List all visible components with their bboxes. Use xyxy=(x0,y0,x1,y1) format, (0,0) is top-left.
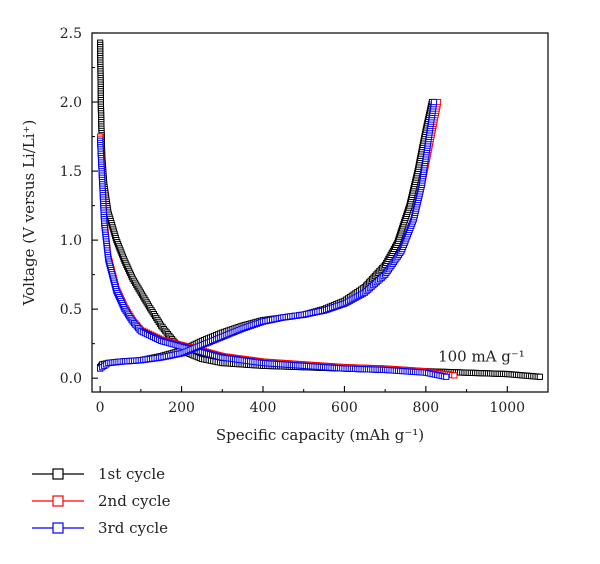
series-line-charge xyxy=(99,101,435,370)
x-tick-label: 0 xyxy=(96,400,105,416)
x-axis: 0 200 400 600 800 1000 xyxy=(96,386,525,416)
legend-item-3rd-cycle: 3rd cycle xyxy=(28,516,171,540)
series-line-charge xyxy=(99,101,433,368)
x-tick-label: 800 xyxy=(412,400,439,416)
x-tick-label: 400 xyxy=(250,400,277,416)
legend-label-2nd-cycle: 2nd cycle xyxy=(98,492,171,510)
y-tick-label: 2.5 xyxy=(60,26,82,42)
y-tick-label: 2.0 xyxy=(60,95,82,111)
legend-swatch-black xyxy=(32,468,84,480)
data-point xyxy=(443,373,450,380)
legend-item-1st-cycle: 1st cycle xyxy=(28,462,171,486)
x-tick-label: 600 xyxy=(331,400,358,416)
y-tick-label: 0.0 xyxy=(60,371,82,387)
y-axis-label: Voltage (V versus Li/Li⁺) xyxy=(20,120,38,307)
legend-swatch-red xyxy=(32,495,84,507)
legend-label-1st-cycle: 1st cycle xyxy=(98,465,165,483)
y-tick-label: 1.0 xyxy=(60,233,82,249)
capacity-voltage-chart: 0 200 400 600 800 1000 0.0 0.5 1.0 1.5 2.0 2.5 Spe… xyxy=(20,26,549,444)
legend: 1st cycle 2nd cycle 3rd cycle xyxy=(28,462,171,543)
series-group xyxy=(97,39,543,380)
legend-swatch-blue xyxy=(32,522,84,534)
legend-item-2nd-cycle: 2nd cycle xyxy=(28,489,171,513)
series-1 xyxy=(97,39,543,380)
y-tick-label: 0.5 xyxy=(60,302,82,318)
x-tick-label: 1000 xyxy=(489,400,525,416)
data-point xyxy=(430,98,438,106)
data-point xyxy=(536,373,543,380)
series-line-charge xyxy=(99,101,439,370)
x-axis-label: Specific capacity (mAh g⁻¹) xyxy=(216,426,424,444)
y-tick-label: 1.5 xyxy=(60,164,82,180)
data-point xyxy=(451,372,458,379)
x-tick-label: 200 xyxy=(168,400,195,416)
plot-frame xyxy=(91,32,549,393)
series-3 xyxy=(97,98,450,380)
legend-label-3rd-cycle: 3rd cycle xyxy=(98,519,169,537)
y-axis: 0.0 0.5 1.0 1.5 2.0 2.5 xyxy=(60,26,98,387)
current-density-annotation: 100 mA g⁻¹ xyxy=(438,348,525,366)
